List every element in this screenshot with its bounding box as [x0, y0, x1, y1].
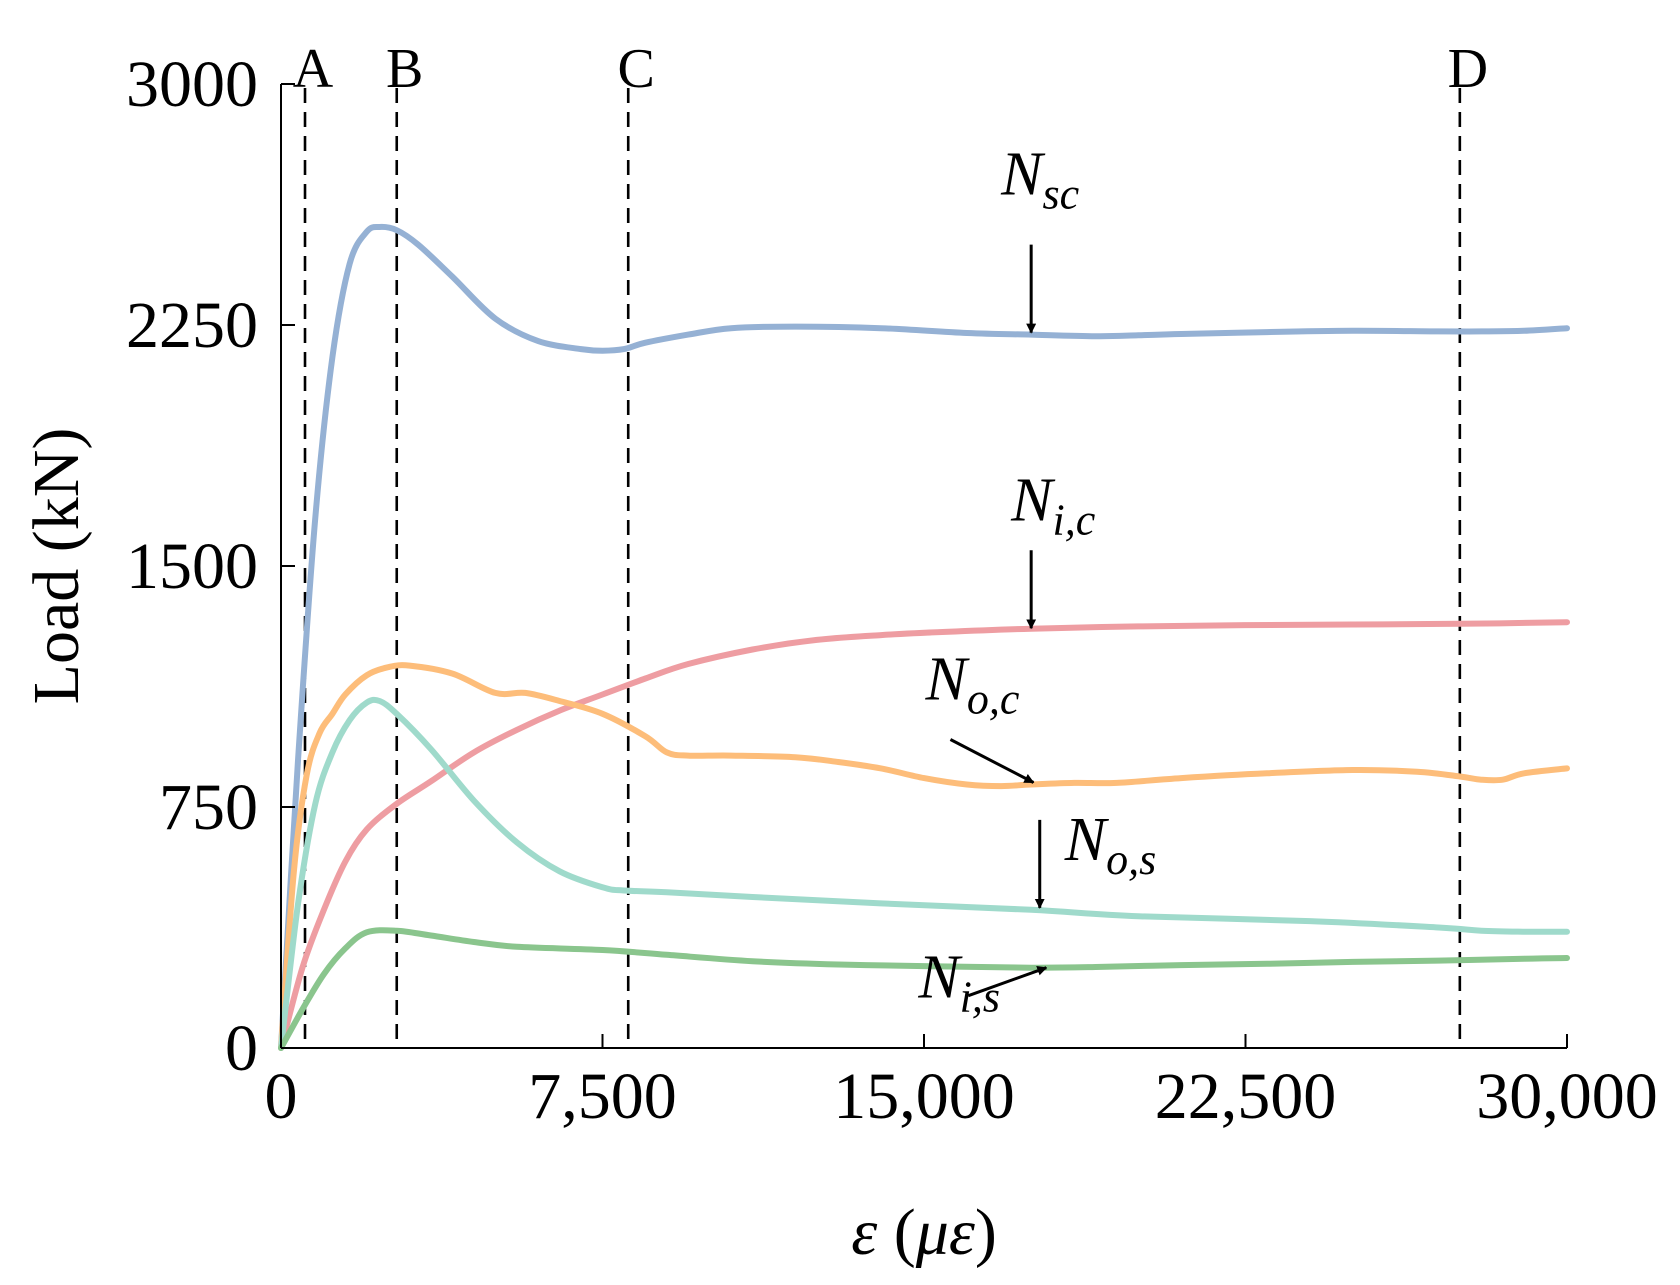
marker-label-a: A [293, 38, 334, 100]
series-line-n-i-c [278, 619, 1570, 1051]
series-lines [278, 223, 1570, 1051]
y-tick-label-750: 750 [159, 771, 258, 844]
series-line-n-o-s [278, 696, 1570, 1051]
x-tick-label-30000: 30,000 [1476, 1060, 1658, 1133]
x-axis-title-unit: με [915, 1196, 975, 1269]
y-tick-label-1500: 1500 [126, 530, 258, 603]
series-line-n-sc [278, 223, 1570, 1051]
annotation-arrow-n-i-s [967, 966, 1048, 998]
annotation-label-n-i-s: Ni,s [917, 944, 1000, 1022]
annotation-label-n-i-c: Ni,c [1010, 466, 1096, 544]
y-tick-label-3000: 3000 [126, 48, 258, 121]
x-axis-title-var: ε [851, 1196, 877, 1269]
annotation-arrow-n-o-c [949, 738, 1035, 784]
x-axis-title: ε (με) [851, 1196, 997, 1269]
series-line-n-i-s [278, 927, 1570, 1051]
annotation-label-n-o-s: No,s [1064, 806, 1156, 884]
y-axis-title: Load (kN) [20, 428, 93, 705]
x-tick-label-15000: 15,000 [833, 1060, 1015, 1133]
y-tick-label-2250: 2250 [126, 289, 258, 362]
y-tick-label-0: 0 [225, 1012, 258, 1085]
annotation-label-n-sc: Nsc [1000, 141, 1079, 219]
x-tick-label-0: 0 [265, 1060, 298, 1133]
x-tick-label-7500: 7,500 [528, 1060, 677, 1133]
marker-label-d: D [1448, 38, 1488, 100]
annotations: Nsc Ni,c No,c No,s Ni,s [917, 141, 1156, 1022]
annotation-label-n-o-c: No,c [924, 646, 1019, 724]
series-line-n-o-c [278, 662, 1570, 1051]
x-tick-label-22500: 22,500 [1155, 1060, 1337, 1133]
x-axis-title-open: ( [877, 1196, 915, 1269]
x-axis-title-close: ) [975, 1196, 997, 1269]
ticks: 0 7,500 15,000 22,500 30,000 0 750 1500 2250 3000 [126, 48, 1658, 1133]
marker-label-c: C [618, 38, 655, 100]
marker-label-b: B [386, 38, 423, 100]
